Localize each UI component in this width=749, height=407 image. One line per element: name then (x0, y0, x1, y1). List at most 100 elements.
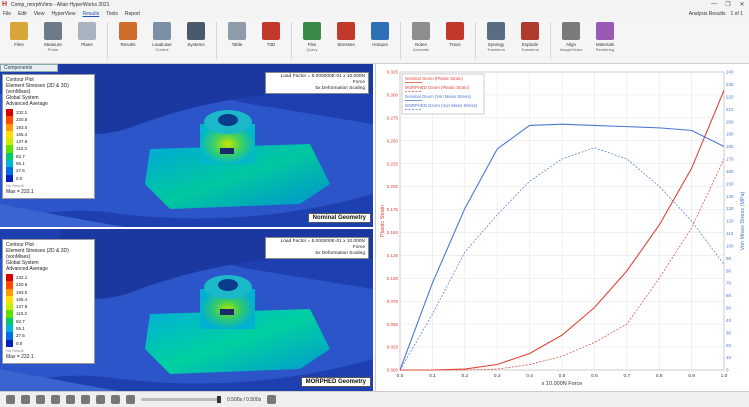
ribbon-button-label: Plane (81, 42, 93, 47)
ribbon-button-notes[interactable]: Notes Annotate (404, 18, 438, 63)
legend-max: Max = 232.1 (6, 188, 34, 195)
xy-plot-window[interactable]: 0.0 0.1 0.2 0.3 0.4 0.5 0.6 0.7 0.8 0.9 1.0 0.000 0.… (375, 64, 749, 391)
explode-icon (521, 22, 539, 40)
x-tick-label: 0.1 (429, 373, 436, 379)
view-icon[interactable] (21, 395, 30, 404)
close-button[interactable]: ✕ (739, 2, 745, 8)
legend-value: 110.3 (16, 146, 27, 152)
analysis-results-dropdown[interactable]: Analysis Results (688, 10, 726, 17)
ribbon-button-files[interactable]: Files (2, 18, 36, 63)
x-tick-label: 0.7 (623, 373, 630, 379)
series-line-2 (399, 123, 725, 371)
x-tick-label: 0.4 (526, 373, 533, 379)
viewport-morphed[interactable]: Contour Plot Element Stresses (2D & 3D)(… (0, 229, 373, 391)
legend-color-swatch (6, 274, 13, 282)
ribbon-button-label: Measure (44, 42, 62, 47)
ribbon-button-measure[interactable]: Measure Probe (36, 18, 70, 63)
legend-line: Element Stresses (2D & 3D)(vonMises) (6, 248, 69, 260)
slider-handle[interactable] (217, 396, 221, 403)
play-icon[interactable] (126, 395, 135, 404)
ribbon-button-label: Flex (307, 42, 317, 47)
section-icon[interactable] (81, 395, 90, 404)
hotspot-icon (371, 22, 389, 40)
zoom-icon[interactable] (51, 395, 60, 404)
folder-icon (10, 22, 28, 40)
y-right-tick-label: 140 (726, 194, 734, 199)
legend-color-swatch (6, 303, 13, 311)
legend-value: 232.1 (16, 110, 28, 115)
legend-value: 27.6 (16, 333, 25, 339)
series-line-3 (399, 147, 725, 371)
menu-view[interactable]: View (33, 10, 45, 17)
legend-value: 0.0 (16, 340, 23, 346)
menu-results[interactable]: Results (82, 10, 100, 17)
y-right-tick-label: 10 (726, 355, 732, 360)
viewport-nominal[interactable]: Components Contour Plot Element Stresses… (0, 64, 373, 227)
legend-color-swatch (6, 317, 13, 326)
components-tab[interactable]: Components (0, 64, 58, 72)
ribbon-button-plane[interactable]: Plane (70, 18, 104, 63)
menu-edit[interactable]: Edit (18, 10, 27, 17)
chart-legend-entry: MORPHED Geom (Plastic Strain) (405, 85, 470, 90)
plane-icon (78, 22, 96, 40)
ribbon-separator (550, 22, 551, 59)
menu-hyperview[interactable]: HyperView (51, 10, 76, 17)
ribbon-button-results[interactable]: Results (111, 18, 145, 63)
y-right-tick-label: 130 (726, 206, 734, 211)
rewind-icon[interactable] (111, 395, 120, 404)
ribbon-button-systems[interactable]: Systems (179, 18, 213, 63)
contour-legend: Contour Plot Element Stresses (2D & 3D)(… (2, 74, 95, 199)
load-factor-text: Load Factor = 5.000000E-01 x 10.000N For… (280, 74, 365, 85)
display-icon[interactable] (96, 395, 105, 404)
notes-icon (412, 22, 430, 40)
ribbon-button-sublabel: Transform (520, 47, 540, 52)
ribbon-button-trace[interactable]: Trace (438, 18, 472, 63)
legend-value: 27.6 (16, 168, 25, 174)
rotate-icon[interactable] (36, 395, 45, 404)
ribbon-button-explode[interactable]: Explode Transform (513, 18, 547, 63)
menu-report[interactable]: Report (124, 10, 140, 17)
ribbon-button-table[interactable]: Table (220, 18, 254, 63)
x-tick-label: 0.6 (591, 373, 598, 379)
ribbon-button-label: Trace (449, 42, 461, 47)
ribbon-button-label: Explode (521, 42, 539, 47)
t3d-icon (262, 22, 280, 40)
ribbon-button-materials[interactable]: Materials Rendering (588, 18, 622, 63)
table-icon (228, 22, 246, 40)
ribbon-button-stresses[interactable]: Stresses (329, 18, 363, 63)
y-right-axis-label: Von Mises Stress (MPa) (740, 191, 746, 250)
legend-color-swatch (6, 310, 13, 318)
ribbon-button-label: Stresses (337, 42, 355, 47)
ribbon-separator (475, 22, 476, 59)
menu-tools[interactable]: Tools (106, 10, 118, 17)
ribbon-toolbar: Files Measure Probe Plane Results Loadcase Con… (0, 18, 749, 64)
y-left-tick-label: 0.150 (387, 230, 399, 235)
ribbon-button-align[interactable]: Align Image/Video (554, 18, 588, 63)
ribbon-button-label: Loadcase (152, 42, 172, 47)
align-icon (562, 22, 580, 40)
ribbon-button-loadcase[interactable]: Loadcase Control (145, 18, 179, 63)
y-right-tick-label: 100 (726, 243, 734, 248)
ribbon-button-hotspot[interactable]: Hotspot (363, 18, 397, 63)
settings-icon[interactable] (267, 395, 277, 404)
legend-color-swatch (6, 116, 13, 124)
camera-icon[interactable] (6, 395, 15, 404)
y-right-tick-label: 220 (726, 94, 734, 99)
y-right-tick-label: 190 (726, 132, 734, 137)
minimize-button[interactable]: — (711, 1, 717, 7)
ribbon-button-synergy[interactable]: Synergy Transform (479, 18, 513, 63)
legend-color-swatch (6, 160, 13, 168)
legend-line: Global System (6, 260, 39, 266)
y-right-tick-label: 50 (726, 306, 732, 311)
y-right-tick-label: 60 (726, 293, 732, 298)
y-right-tick-label: 80 (726, 268, 732, 273)
menu-file[interactable]: File (3, 10, 12, 17)
flex-icon (303, 22, 321, 40)
page-indicator: 1 of 1 (730, 10, 743, 17)
ribbon-button-flex[interactable]: Flex Query (295, 18, 329, 63)
animation-slider[interactable] (141, 396, 221, 403)
maximize-button[interactable]: ❐ (725, 2, 731, 8)
legend-value: 137.8 (16, 139, 28, 145)
ribbon-button-t3d[interactable]: T3D (254, 18, 288, 63)
fit-icon[interactable] (66, 395, 75, 404)
